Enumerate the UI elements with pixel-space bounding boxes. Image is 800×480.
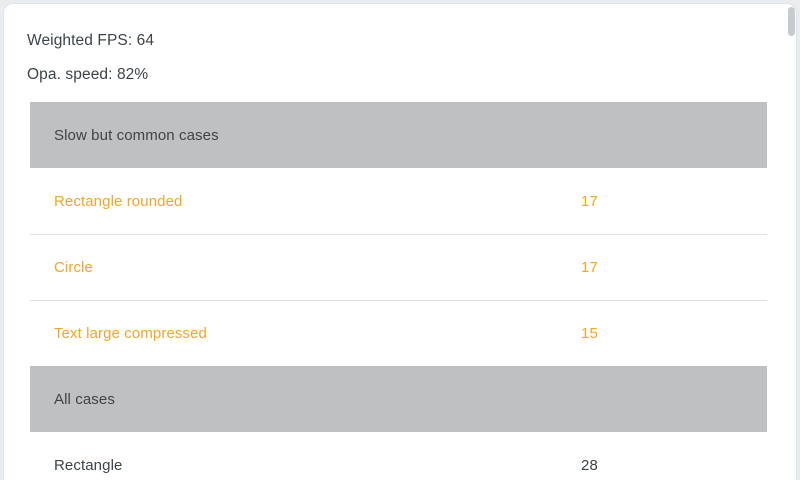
opa-speed-text: Opa. speed: 82% xyxy=(27,66,149,83)
table-row[interactable]: Rectangle rounded 17 xyxy=(30,168,767,234)
table-row[interactable]: Rectangle 28 xyxy=(30,432,767,480)
table-row[interactable]: Circle 17 xyxy=(30,234,767,300)
vertical-scrollbar[interactable] xyxy=(786,3,797,477)
row-name: Text large compressed xyxy=(54,324,208,342)
section-header-label: All cases xyxy=(54,390,115,408)
row-value: 17 xyxy=(581,258,598,276)
row-name: Rectangle rounded xyxy=(54,192,183,210)
benchmark-card: Weighted FPS: 64 Opa. speed: 82% Slow bu… xyxy=(3,3,797,480)
row-name: Rectangle xyxy=(54,456,123,474)
row-name: Circle xyxy=(54,258,93,276)
weighted-fps-text: Weighted FPS: 64 xyxy=(27,32,155,49)
row-value: 28 xyxy=(581,456,598,474)
row-value: 17 xyxy=(581,192,598,210)
results-table: Slow but common cases Rectangle rounded 17… xyxy=(4,102,796,480)
section-header: Slow but common cases xyxy=(30,102,767,168)
summary-block: Weighted FPS: 64 Opa. speed: 82% xyxy=(4,4,796,92)
section-header-label: Slow but common cases xyxy=(54,126,219,144)
section-header: All cases xyxy=(30,366,767,432)
scrollbar-thumb[interactable] xyxy=(788,7,795,36)
table-row[interactable]: Text large compressed 15 xyxy=(30,300,767,366)
row-value: 15 xyxy=(581,324,598,342)
